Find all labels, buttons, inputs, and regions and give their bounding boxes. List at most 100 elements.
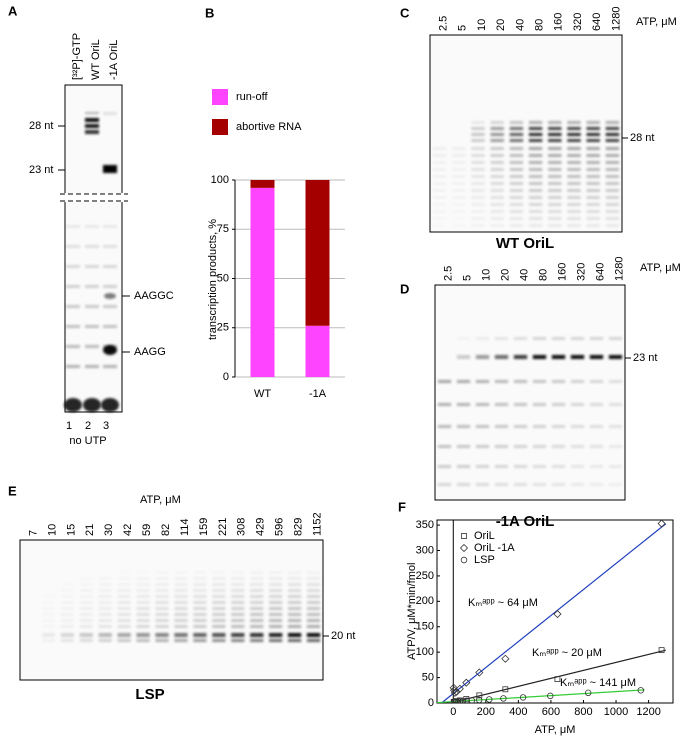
gel-band (567, 203, 581, 206)
gel-band (66, 225, 80, 228)
panel-label: A (8, 3, 18, 18)
point (450, 688, 459, 697)
gel-band (155, 583, 169, 586)
gel-band (509, 203, 524, 206)
gel-band (306, 639, 321, 642)
gel-band (155, 571, 168, 574)
gel-band (103, 325, 117, 328)
gel-band (532, 355, 547, 359)
gel-band (117, 619, 131, 622)
gel-band (605, 147, 620, 150)
gel-band (528, 217, 543, 220)
gel-band (452, 154, 466, 157)
gel-band (605, 196, 620, 199)
gel-band (306, 589, 321, 592)
bar-segment (250, 180, 275, 188)
gel-band (570, 380, 585, 383)
gel-band (287, 633, 302, 637)
gel-band (136, 589, 150, 592)
gel-band (136, 625, 150, 628)
point (547, 692, 554, 700)
gel-band (494, 425, 509, 428)
gel-band (490, 175, 504, 178)
gel-band (193, 625, 207, 628)
gel-band (174, 589, 188, 592)
gel-band (528, 127, 543, 130)
gel-band (586, 139, 600, 142)
point (585, 689, 592, 697)
gel-band (548, 217, 562, 220)
gel-band (532, 337, 547, 340)
gel-band (551, 425, 566, 428)
gel-band (193, 577, 207, 580)
gel-band (586, 175, 600, 178)
legend-symbol (459, 543, 469, 553)
gel-band (548, 154, 562, 157)
point (501, 654, 510, 663)
gel-band (490, 168, 504, 171)
gel-band (136, 595, 150, 598)
gel-band (250, 577, 264, 580)
product-label: AAGGC (134, 290, 174, 302)
gel-band (193, 607, 207, 610)
gel-band (605, 133, 620, 136)
gel-band (532, 425, 547, 428)
gel-band (475, 380, 490, 383)
gel-break (63, 193, 124, 202)
gel-band (42, 613, 55, 616)
gel-band (104, 293, 116, 299)
lane-label: 20 (499, 269, 511, 281)
gel-band (306, 633, 321, 637)
gel-band (586, 168, 600, 171)
gel-band (212, 619, 226, 622)
gel-band (212, 639, 226, 642)
gel-band (605, 154, 620, 157)
gel-band (586, 182, 600, 185)
gel-band (608, 337, 623, 340)
x-tick-label: 400 (509, 706, 527, 718)
panel-label: F (398, 499, 406, 514)
gel-band (193, 619, 207, 622)
gel-band (509, 217, 524, 220)
gel-band (528, 196, 543, 199)
gel-band (471, 161, 485, 164)
gel-band (85, 245, 99, 248)
lane-label: 5 (457, 25, 469, 31)
gel-band (528, 161, 543, 164)
gel-band (269, 613, 283, 616)
gel-band (103, 345, 117, 355)
gel-band (452, 147, 466, 150)
gel-band (85, 225, 99, 228)
gel-band (471, 133, 485, 136)
gel-band (41, 633, 56, 637)
lane-label: 30 (103, 524, 115, 536)
gel-band (85, 345, 99, 348)
y-tick-label: 100 (211, 174, 229, 186)
gel-band (287, 625, 302, 628)
gel-smear (101, 398, 119, 412)
gel-band (456, 483, 471, 486)
gel-band (433, 196, 446, 199)
gel-band (42, 595, 55, 598)
gel-band (66, 305, 80, 308)
gel-band (471, 121, 485, 124)
gel-band (306, 595, 321, 598)
lane-label: 10 (480, 269, 492, 281)
gel-band (586, 147, 600, 150)
gel-band (269, 619, 283, 622)
gel-band (212, 601, 226, 604)
gel-band (513, 425, 528, 428)
gel-band (42, 619, 55, 622)
gel-band (85, 285, 99, 288)
gel-band (85, 124, 99, 128)
gel-band (98, 625, 112, 628)
lane-label: 21 (84, 524, 96, 536)
gel-band (551, 380, 566, 383)
gel-band (509, 196, 524, 199)
gel-band (457, 337, 470, 340)
gel-band (306, 619, 321, 622)
gel-band (471, 168, 485, 171)
lane-label: 7 (27, 530, 39, 536)
gel-band (586, 133, 600, 136)
gel-band (471, 154, 485, 157)
